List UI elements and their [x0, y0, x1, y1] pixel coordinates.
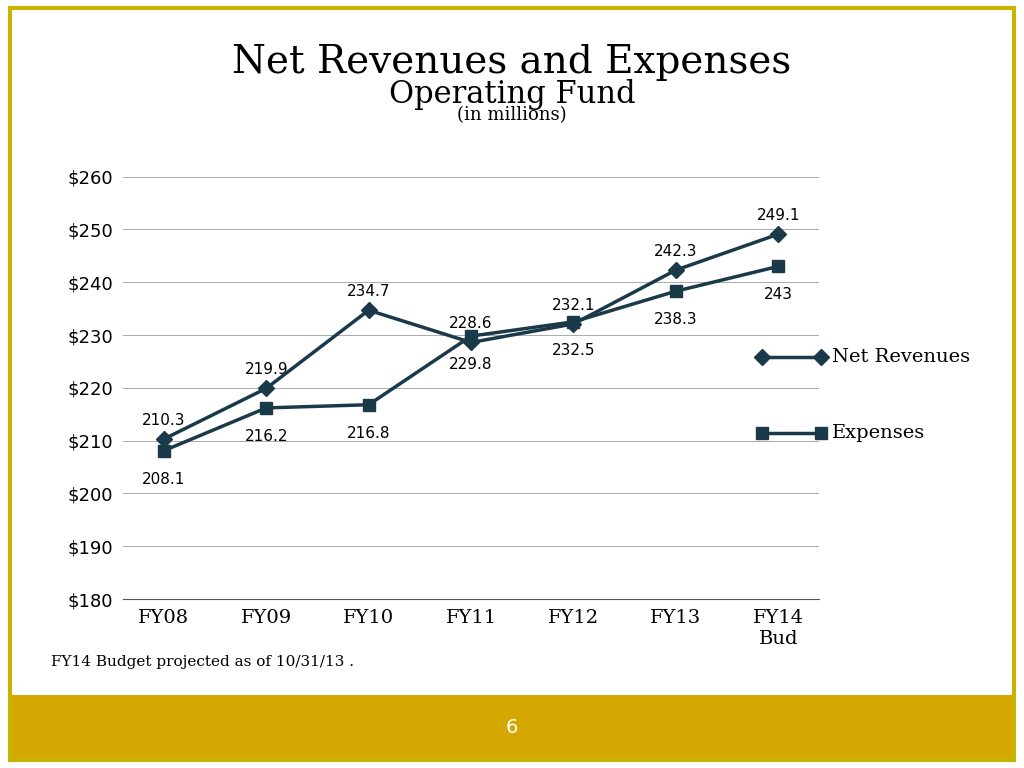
- Text: 232.1: 232.1: [552, 298, 595, 313]
- Text: FY14 Budget projected as of 10/31/13 .: FY14 Budget projected as of 10/31/13 .: [51, 655, 354, 669]
- Text: 234.7: 234.7: [347, 284, 390, 299]
- Text: (in millions): (in millions): [457, 106, 567, 124]
- Net Revenues: [260, 384, 272, 393]
- Text: 208.1: 208.1: [142, 472, 185, 486]
- Text: Operating Fund: Operating Fund: [389, 79, 635, 110]
- Expenses: [465, 332, 477, 341]
- Text: 216.8: 216.8: [347, 425, 390, 441]
- Line: Net Revenues: Net Revenues: [159, 229, 783, 445]
- Net Revenues: [465, 338, 477, 347]
- Net Revenues: [362, 306, 375, 315]
- Text: Net Revenues and Expenses: Net Revenues and Expenses: [232, 45, 792, 81]
- Text: 228.6: 228.6: [450, 316, 493, 331]
- Text: 242.3: 242.3: [654, 244, 697, 259]
- Bar: [10, 695, 1014, 760]
- Text: 243: 243: [764, 287, 793, 303]
- Expenses: [158, 446, 170, 455]
- Net Revenues: [567, 319, 580, 329]
- Text: 229.8: 229.8: [450, 357, 493, 372]
- Text: Net Revenues: Net Revenues: [833, 348, 970, 366]
- Expenses: [362, 400, 375, 409]
- Text: 219.9: 219.9: [245, 362, 288, 377]
- Net Revenues: [158, 435, 170, 444]
- Expenses: [567, 317, 580, 326]
- Line: Expenses: Expenses: [159, 261, 783, 456]
- Net Revenues: [670, 266, 682, 275]
- Text: Expenses: Expenses: [833, 424, 926, 442]
- Net Revenues: [772, 230, 784, 239]
- Expenses: [670, 286, 682, 296]
- Text: 232.5: 232.5: [552, 343, 595, 358]
- Text: 238.3: 238.3: [654, 312, 697, 327]
- Text: 210.3: 210.3: [142, 413, 185, 428]
- Text: 6: 6: [506, 718, 518, 737]
- Expenses: [772, 262, 784, 271]
- Expenses: [260, 403, 272, 412]
- Text: 249.1: 249.1: [757, 208, 800, 223]
- Text: 216.2: 216.2: [245, 429, 288, 444]
